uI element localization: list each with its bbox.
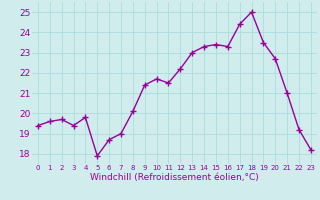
X-axis label: Windchill (Refroidissement éolien,°C): Windchill (Refroidissement éolien,°C) xyxy=(90,173,259,182)
